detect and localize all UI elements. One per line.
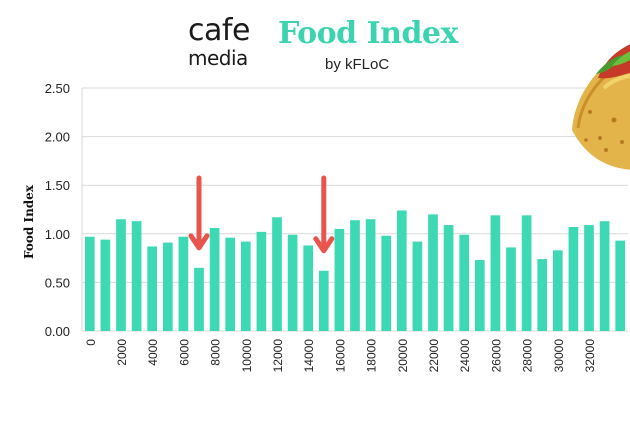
bar <box>584 225 594 331</box>
logo-line-1: cafe <box>188 13 250 48</box>
bar <box>334 228 345 331</box>
chart-title: Food Index <box>278 16 458 51</box>
y-axis-label: Food Index <box>22 184 36 259</box>
x-tick-label: 24000 <box>458 339 472 373</box>
y-tick-label: 0.00 <box>45 324 70 339</box>
bar <box>194 267 204 331</box>
bar <box>615 240 626 331</box>
x-tick-label: 18000 <box>365 339 379 373</box>
x-axis: 0 2000 4000 6000 8000 10000 12000 14000 16000 180… <box>84 339 597 373</box>
y-tick-label: 2.00 <box>45 130 70 145</box>
y-tick-label: 0.50 <box>45 275 70 290</box>
cafemedia-logo: cafe media <box>188 13 258 70</box>
x-tick-label: 20000 <box>396 339 410 373</box>
bar-series <box>84 210 626 331</box>
annotation-arrows <box>188 175 335 254</box>
y-tick-label: 1.00 <box>45 227 70 242</box>
x-tick-label: 32000 <box>583 339 597 373</box>
bar <box>240 241 251 331</box>
bar <box>162 242 173 331</box>
x-tick-label: 12000 <box>271 339 285 373</box>
x-tick-label: 4000 <box>146 339 160 366</box>
bar <box>474 260 485 331</box>
x-tick-label: 26000 <box>489 339 503 373</box>
x-tick-label: 16000 <box>333 339 347 373</box>
y-axis: 0.00 0.50 1.00 1.50 2.00 2.50 <box>45 81 70 339</box>
y-tick-label: 1.50 <box>45 178 70 193</box>
bar <box>396 210 407 331</box>
bar <box>287 234 298 331</box>
annotation-arrow <box>188 175 210 251</box>
bar <box>459 234 470 331</box>
annotation-arrow <box>313 175 335 254</box>
x-tick-label: 6000 <box>177 339 191 366</box>
x-tick-label: 28000 <box>521 339 535 373</box>
chart-subtitle: by kFLoC <box>325 56 390 73</box>
bar <box>147 246 158 331</box>
bar <box>84 236 95 331</box>
bar <box>256 231 267 331</box>
bar <box>568 226 579 331</box>
bar <box>350 220 360 331</box>
bar <box>381 235 392 331</box>
bar <box>100 239 111 331</box>
x-tick-label: 0 <box>84 339 98 346</box>
bar <box>116 219 126 331</box>
bar <box>537 259 548 331</box>
taco-icon <box>572 44 630 170</box>
x-tick-label: 8000 <box>209 339 223 366</box>
x-tick-label: 22000 <box>427 339 441 373</box>
bar <box>521 215 532 331</box>
logo-line-2: media <box>188 46 248 70</box>
bar <box>131 221 142 331</box>
x-tick-label: 2000 <box>115 339 129 366</box>
bar <box>272 217 282 331</box>
bar <box>506 247 516 331</box>
bar <box>178 236 189 331</box>
bar <box>552 250 563 331</box>
bar <box>443 225 454 331</box>
bar <box>490 215 501 331</box>
x-tick-label: 10000 <box>240 339 254 373</box>
y-tick-label: 2.50 <box>45 81 70 96</box>
x-tick-label: 14000 <box>302 339 316 373</box>
bar <box>412 241 423 331</box>
x-tick-label: 30000 <box>552 339 566 373</box>
bar <box>318 270 329 331</box>
bar <box>599 221 610 331</box>
bar <box>303 245 314 331</box>
bar <box>209 227 220 331</box>
bar <box>428 214 438 331</box>
bar <box>365 219 376 331</box>
bar <box>225 237 236 331</box>
